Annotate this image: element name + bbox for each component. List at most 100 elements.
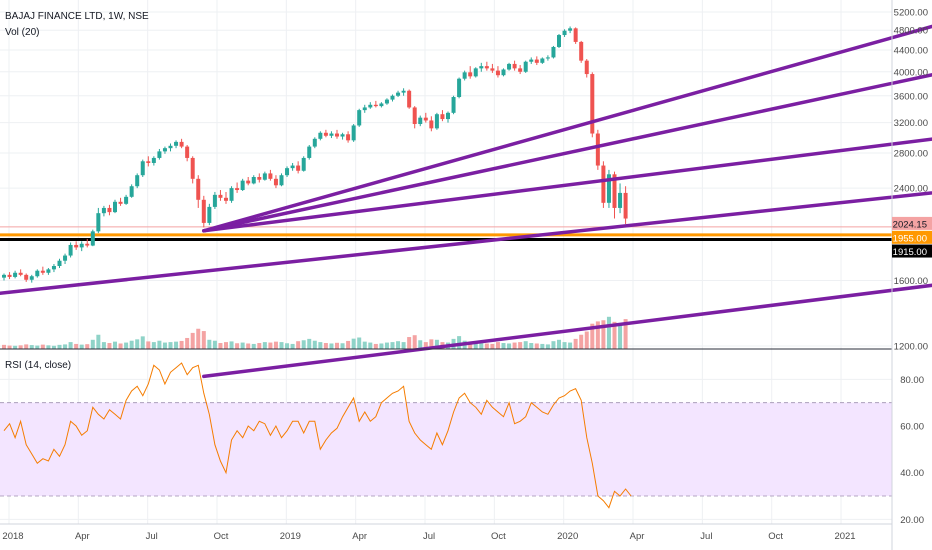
candle-body <box>379 103 384 107</box>
candle-body <box>168 145 173 149</box>
candle-body <box>101 207 106 214</box>
volume-bar <box>618 323 623 349</box>
volume-bar <box>290 343 295 349</box>
volume-bar <box>101 342 106 349</box>
candle-body <box>495 70 500 76</box>
candle-body <box>612 174 617 208</box>
candle-body <box>212 194 217 207</box>
candle-body <box>24 274 29 280</box>
candle-body <box>484 66 489 69</box>
candle-body <box>63 255 68 261</box>
volume-bar <box>224 342 228 349</box>
candle-body <box>318 132 323 139</box>
trendline <box>202 72 932 233</box>
x-tick-label: 2018 <box>2 531 23 542</box>
x-tick-label: Jul <box>423 531 435 542</box>
volume-bar <box>457 336 462 349</box>
volume-bar <box>29 345 34 349</box>
volume-bar <box>396 341 401 349</box>
volume-bar <box>301 340 306 349</box>
volume-bar <box>279 342 284 349</box>
candle-body <box>423 117 428 121</box>
candle-body <box>618 192 623 208</box>
volume-bar <box>373 343 378 349</box>
candle-body <box>490 68 495 71</box>
trendline <box>202 283 932 379</box>
price-tick-label: 4000.00 <box>894 67 928 78</box>
candle-body <box>601 165 606 203</box>
candle-body <box>51 265 56 270</box>
volume-bar <box>151 342 156 349</box>
candle-body <box>507 63 512 70</box>
candle-body <box>373 104 378 107</box>
candle-body <box>146 161 151 163</box>
candle-body <box>57 260 62 266</box>
candle-body <box>401 90 406 93</box>
rsi-tick-label: 20.00 <box>900 515 924 526</box>
candle-body <box>368 104 373 108</box>
volume-bar <box>24 344 29 349</box>
candle-body <box>7 274 12 277</box>
candle-body <box>129 186 134 197</box>
volume-bar <box>379 343 384 349</box>
candle-body <box>396 92 401 96</box>
candle-body <box>479 66 484 69</box>
chart-title: BAJAJ FINANCE LTD, 1W, NSE <box>5 11 149 22</box>
x-tick-label: 2020 <box>557 531 578 542</box>
candle-body <box>562 30 567 36</box>
candle-body <box>235 188 240 191</box>
volume-bar <box>129 340 134 349</box>
candle-body <box>201 199 206 223</box>
volume-bar <box>57 344 62 349</box>
volume-bar <box>218 343 223 349</box>
candle-body <box>279 175 284 186</box>
volume-bar <box>79 344 84 349</box>
rsi-line <box>3 362 632 509</box>
x-tick-label: Oct <box>491 531 506 542</box>
candle-body <box>590 74 595 134</box>
candle-body <box>118 201 123 204</box>
candle-body <box>246 180 251 184</box>
candle-body <box>273 178 278 186</box>
rsi-tick-label: 40.00 <box>900 468 924 479</box>
volume-bar <box>368 342 373 349</box>
candle-body <box>135 175 140 187</box>
candle-body <box>74 244 79 248</box>
volume-bar <box>318 342 323 349</box>
volume-bar <box>40 344 45 349</box>
time-axis: 2018 Apr Jul Oct 2019 Apr Jul Oct 2020 Apr Jul Oct 2… <box>2 531 855 542</box>
candle-body <box>162 148 167 152</box>
volume-bar <box>551 341 556 349</box>
volume-bar <box>35 345 40 349</box>
volume-bar <box>312 340 317 349</box>
volume-bar <box>423 342 428 349</box>
candle-body <box>584 60 589 75</box>
candle-body <box>501 69 506 76</box>
candle-body <box>412 107 417 125</box>
candle-body <box>224 197 228 201</box>
candle-body <box>568 28 573 31</box>
volume-bar <box>162 342 167 349</box>
volume-bar <box>323 343 328 349</box>
volume-bar <box>85 344 90 349</box>
volume-bar <box>584 331 589 349</box>
candle-body <box>351 125 356 141</box>
candle-body <box>240 180 245 191</box>
candle-body <box>40 270 45 273</box>
volume-bar <box>262 342 267 349</box>
volume-bar <box>113 341 117 349</box>
candle-body <box>157 151 162 158</box>
candle-body <box>384 99 389 104</box>
volume-bar <box>623 319 628 349</box>
volume-bar <box>501 343 506 349</box>
volume-bar <box>401 342 406 349</box>
candle-body <box>2 274 6 278</box>
candle-body <box>218 194 223 198</box>
volume-bar <box>168 342 173 349</box>
volume-bar <box>529 343 534 349</box>
candle-body <box>390 95 395 100</box>
candle-body <box>440 114 445 120</box>
price-tick-label: 3600.00 <box>894 91 928 102</box>
volume-bar <box>74 343 79 349</box>
